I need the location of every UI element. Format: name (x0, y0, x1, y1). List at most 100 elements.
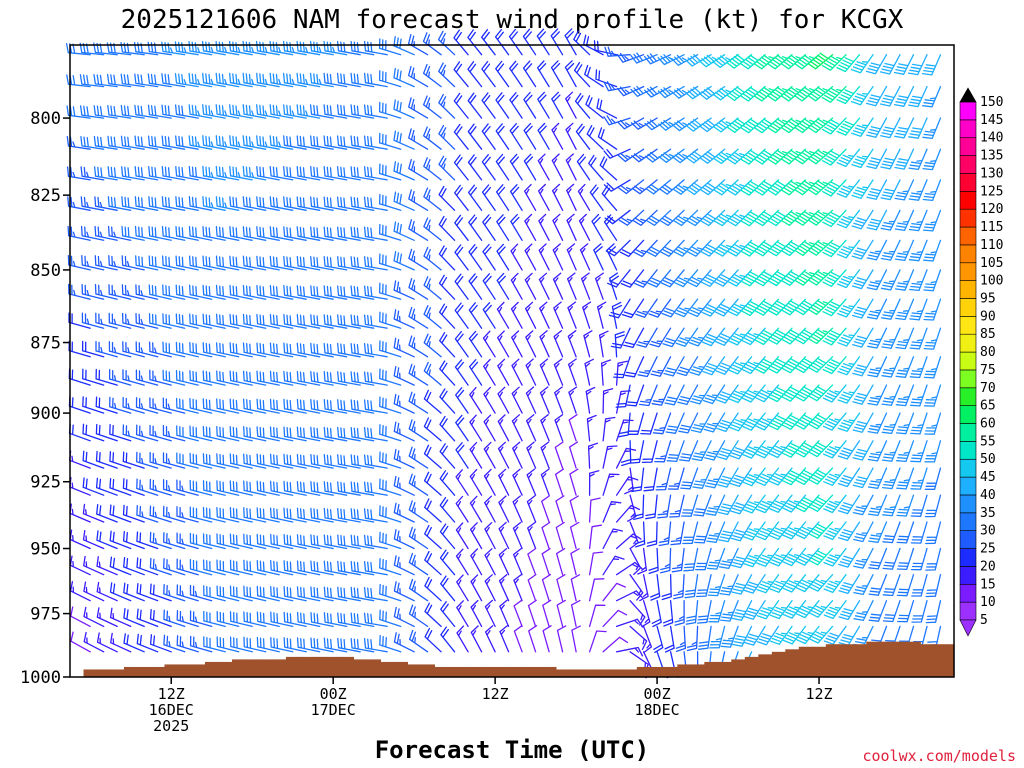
wind-barb (243, 611, 267, 628)
wind-barb (664, 384, 685, 406)
wind-barb (202, 453, 226, 469)
wind-barb (675, 625, 687, 653)
wind-barb (909, 298, 928, 321)
wind-barb (909, 327, 928, 350)
colorbar-swatch (959, 387, 977, 406)
wind-barb (568, 414, 578, 442)
wind-barb (838, 574, 861, 595)
wind-barb (256, 104, 280, 119)
terrain-column (150, 666, 166, 677)
wind-barb (202, 480, 226, 496)
wind-barb (509, 123, 523, 150)
wind-barb (509, 153, 523, 181)
wind-barb (216, 480, 240, 496)
wind-barb (163, 583, 186, 602)
wind-barb (924, 412, 942, 435)
wind-barb (794, 384, 820, 402)
wind-barb (393, 502, 415, 523)
wind-barb (393, 421, 415, 442)
wind-barb (393, 529, 415, 550)
wind-barb (161, 135, 186, 150)
wind-barb (378, 253, 402, 271)
wind-barb (564, 60, 577, 88)
wind-barb (283, 611, 307, 628)
wind-barb (511, 330, 523, 358)
colorbar-label: 60 (980, 417, 996, 432)
wind-barb (661, 298, 685, 318)
colorbar-label: 5 (980, 613, 988, 628)
terrain-column (110, 669, 125, 677)
wind-barb (510, 301, 523, 329)
wind-barb (93, 105, 118, 119)
wind-barb (657, 494, 672, 519)
terrain-column (299, 656, 314, 677)
wind-barb (147, 41, 172, 56)
wind-barb (651, 384, 672, 406)
wind-barb (593, 243, 604, 271)
wind-barb (730, 521, 753, 542)
wind-barb (512, 521, 523, 550)
wind-barb (296, 370, 321, 386)
wind-barb (636, 327, 658, 348)
wind-barb (379, 424, 402, 442)
wind-barb (269, 398, 294, 414)
wind-barb (866, 209, 888, 231)
wind-barb (188, 72, 213, 88)
wind-barb (553, 301, 564, 329)
wind-barb (602, 609, 628, 628)
wind-barb (867, 467, 888, 489)
wind-barb (215, 135, 240, 150)
wind-barb (363, 226, 388, 241)
wind-barb (707, 574, 726, 597)
wind-barb (310, 481, 334, 496)
colorbar-swatch (959, 601, 977, 621)
wind-barb (310, 314, 334, 329)
wind-barb (149, 608, 172, 628)
wind-barb (256, 611, 280, 628)
wind-barb (283, 480, 307, 496)
wind-barb (107, 196, 132, 211)
wind-barb (323, 507, 348, 523)
wind-barb (162, 479, 186, 496)
wind-barb (468, 359, 483, 386)
wind-barb (147, 73, 172, 88)
wind-barb (134, 135, 159, 150)
wind-barb (136, 633, 159, 653)
wind-barb (269, 165, 294, 181)
wind-barb (229, 636, 253, 653)
wind-barb (585, 386, 596, 414)
wind-barb (229, 533, 253, 550)
wind-barb (296, 135, 321, 150)
wind-barb (715, 327, 739, 346)
wind-barb (769, 521, 793, 540)
wind-barb (808, 467, 834, 485)
wind-barb (837, 467, 861, 488)
wind-barb (215, 40, 240, 56)
terrain-column (380, 661, 395, 677)
wind-barb (706, 547, 726, 570)
wind-barb (269, 426, 294, 442)
wind-barb (741, 384, 766, 403)
wind-barb (393, 448, 415, 469)
wind-barb (256, 585, 280, 602)
wind-barb (575, 123, 591, 150)
wind-barb (755, 384, 780, 403)
wind-barb (566, 272, 577, 300)
wind-barb (743, 625, 766, 646)
wind-barb (363, 40, 388, 56)
terrain-column (177, 664, 193, 677)
wind-barb (176, 635, 199, 653)
wind-barb (393, 581, 415, 602)
wind-barb (229, 165, 253, 181)
wind-barb (310, 453, 334, 469)
wind-barb (686, 239, 712, 257)
terrain-column (947, 644, 955, 677)
wind-barb (566, 183, 577, 211)
wind-barb (768, 327, 793, 345)
terrain-column (434, 666, 449, 677)
wind-barb (95, 477, 118, 496)
wind-barb (880, 117, 901, 139)
wind-barb (269, 342, 294, 358)
wind-barb (95, 340, 118, 358)
wind-barb (807, 298, 834, 316)
